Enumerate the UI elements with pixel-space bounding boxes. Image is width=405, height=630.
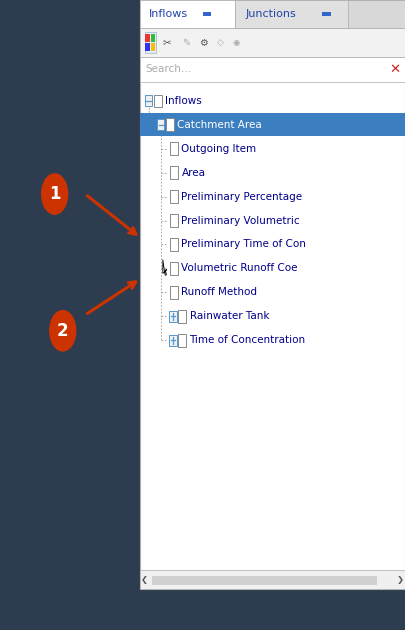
Bar	[170, 190, 178, 203]
Bar	[169, 335, 177, 346]
Bar	[157, 119, 164, 130]
Bar	[140, 0, 235, 28]
Text: ◇: ◇	[217, 38, 224, 47]
Text: Search...: Search...	[146, 64, 192, 74]
Text: Preliminary Time of Con: Preliminary Time of Con	[181, 239, 306, 249]
Text: ✎: ✎	[182, 38, 190, 47]
Bar	[140, 57, 405, 82]
Bar	[140, 28, 405, 57]
Bar	[145, 43, 150, 50]
Bar	[170, 214, 178, 227]
Polygon shape	[163, 260, 167, 275]
Text: Volumetric Runoff Coe: Volumetric Runoff Coe	[181, 263, 298, 273]
Bar	[145, 95, 152, 106]
Bar	[140, 0, 405, 28]
Bar	[170, 166, 178, 179]
Text: 1: 1	[49, 185, 60, 203]
Text: ✕: ✕	[389, 63, 401, 76]
Bar	[140, 570, 405, 589]
Text: 2: 2	[57, 322, 68, 340]
Text: Catchment Area: Catchment Area	[177, 120, 262, 130]
Text: Preliminary Volumetric: Preliminary Volumetric	[181, 215, 300, 226]
Bar	[145, 32, 156, 53]
Bar	[152, 576, 377, 585]
Bar	[169, 311, 177, 322]
Text: ✂: ✂	[163, 38, 172, 47]
Bar	[322, 12, 331, 16]
Text: Runoff Method: Runoff Method	[181, 287, 258, 297]
Text: ⚙: ⚙	[199, 38, 208, 47]
Text: Time of Concentration: Time of Concentration	[190, 335, 306, 345]
Text: Inflows: Inflows	[165, 96, 202, 106]
Bar	[170, 142, 178, 155]
Bar	[178, 334, 186, 347]
Text: Outgoing Item: Outgoing Item	[181, 144, 256, 154]
Bar	[151, 43, 155, 50]
Circle shape	[42, 174, 68, 214]
Text: Preliminary Percentage: Preliminary Percentage	[181, 192, 303, 202]
Bar	[145, 34, 150, 42]
Bar	[170, 262, 178, 275]
Text: ❮: ❮	[141, 575, 148, 584]
Text: ❯: ❯	[396, 575, 404, 584]
Circle shape	[50, 311, 76, 351]
Bar	[154, 94, 162, 107]
Text: Rainwater Tank: Rainwater Tank	[190, 311, 269, 321]
Bar	[151, 34, 155, 42]
Bar	[178, 310, 186, 323]
Bar	[235, 0, 348, 28]
Bar	[202, 12, 211, 16]
Text: ◉: ◉	[232, 38, 240, 47]
Bar	[170, 286, 178, 299]
Bar	[140, 0, 405, 589]
Bar	[166, 118, 174, 131]
Text: Inflows: Inflows	[149, 9, 188, 19]
Text: Area: Area	[181, 168, 205, 178]
Text: Junctions: Junctions	[246, 9, 297, 19]
Bar	[170, 238, 178, 251]
Bar	[140, 113, 405, 136]
